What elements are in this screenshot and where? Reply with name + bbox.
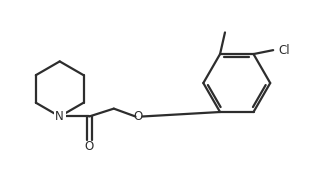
Text: O: O	[134, 110, 143, 123]
Text: N: N	[55, 110, 64, 123]
Text: Cl: Cl	[278, 44, 290, 57]
Text: O: O	[84, 141, 94, 154]
